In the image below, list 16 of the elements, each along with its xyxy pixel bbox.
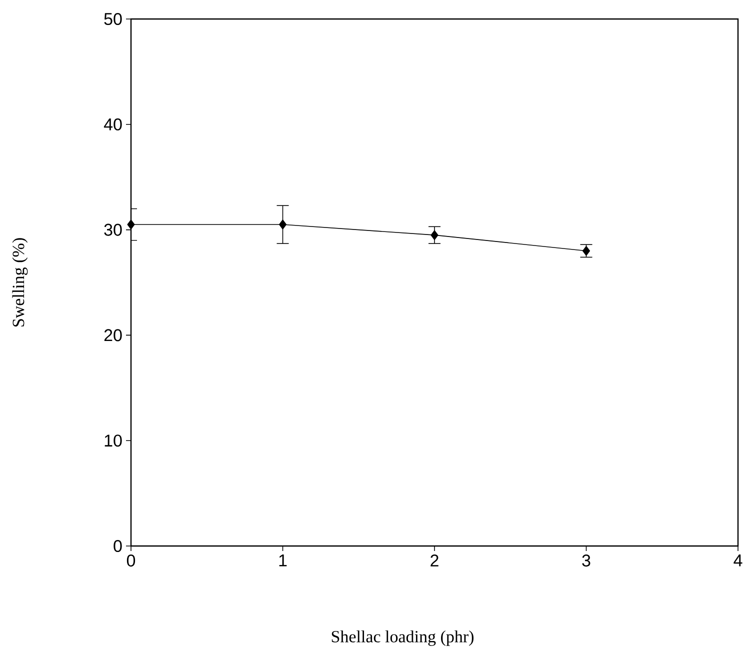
y-tick-label: 0 [114, 540, 122, 552]
y-tick-label: 20 [104, 329, 122, 342]
point [127, 220, 135, 230]
x-tick-label: 0 [126, 554, 136, 567]
x-axis-title: Shellac loading (phr) [332, 630, 474, 646]
y-axis-title: Swelling (%) [12, 238, 28, 326]
y-tick-label: 40 [104, 118, 122, 130]
y-tick-label: 30 [104, 224, 122, 236]
point [278, 220, 287, 230]
point [430, 230, 438, 240]
y-tick-label: 10 [104, 434, 122, 447]
x-tick-label: 4 [734, 554, 742, 566]
x-tick-label: 2 [430, 554, 438, 566]
x-tick-label: 1 [279, 554, 287, 566]
y-tick-label: 50 [104, 12, 122, 26]
x-tick-label: 3 [582, 554, 590, 567]
